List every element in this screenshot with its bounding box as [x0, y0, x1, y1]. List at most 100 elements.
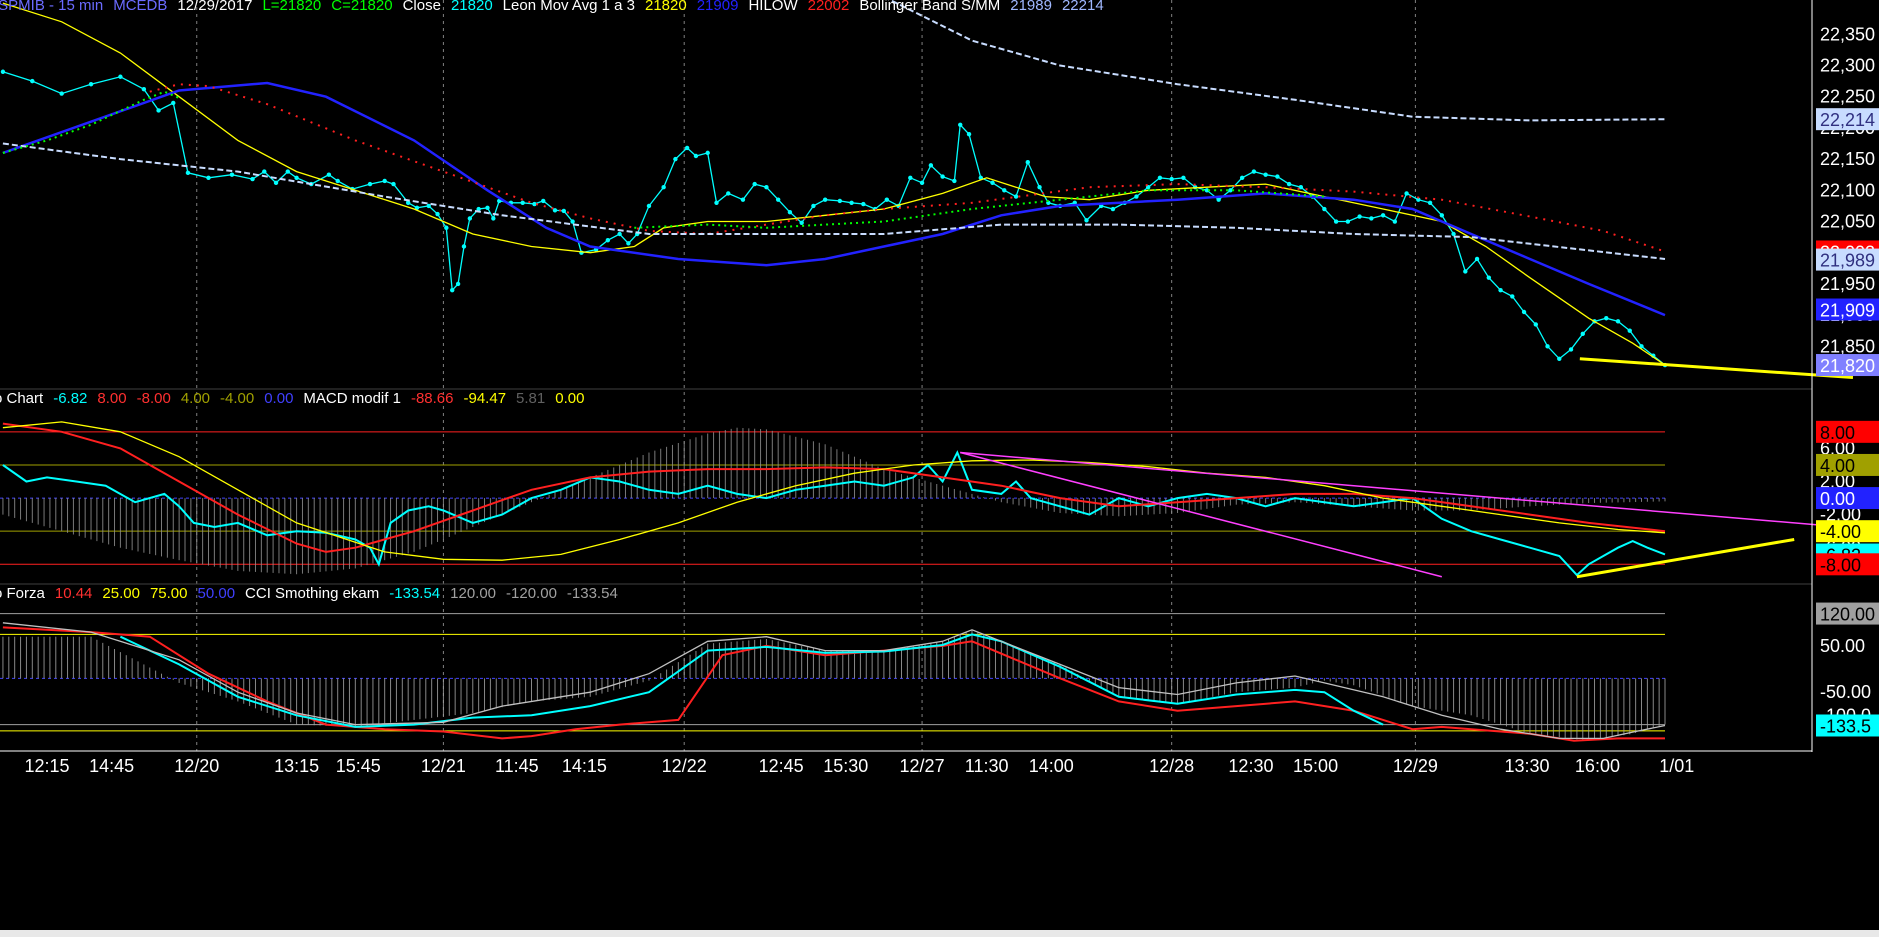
y-tick-label: 22,100: [1820, 180, 1875, 200]
close-point: [206, 175, 211, 181]
close-point: [1013, 194, 1019, 199]
x-tick-label: 12:45: [759, 756, 804, 776]
close-point: [1345, 219, 1351, 224]
close-point: [811, 203, 816, 209]
header-item: 5.81: [516, 390, 545, 407]
close-point: [1263, 172, 1268, 177]
x-tick-label: 13:30: [1504, 756, 1549, 776]
trend-line: [960, 451, 1853, 529]
y-tick-label: -50.00: [1820, 682, 1871, 702]
header-item: Leon Mov Avg 1 a 3: [503, 0, 635, 14]
series-line: [634, 189, 1325, 229]
header-item: -6.82: [53, 390, 87, 407]
close-point: [532, 201, 537, 207]
value-tag: [1816, 602, 1879, 625]
value-tag-label: 21,909: [1820, 301, 1875, 321]
close-point: [444, 225, 449, 230]
close-point: [59, 91, 64, 96]
header-item: MCEDB: [113, 0, 167, 14]
header-item: 8.00: [97, 390, 126, 407]
close-point: [1404, 191, 1409, 196]
close-point: [335, 178, 340, 184]
header-item: 22002: [808, 0, 850, 14]
close-point: [646, 203, 652, 209]
series-line: [2, 622, 1666, 740]
close-point: [1545, 344, 1550, 349]
series-line: [2, 81, 1666, 317]
close-point: [476, 206, 481, 212]
header-item: o Chart: [0, 390, 44, 407]
header-item: -8.00: [137, 390, 171, 407]
close-point: [414, 205, 420, 210]
grid-layer: [0, 0, 1812, 751]
value-tag: [1816, 714, 1879, 737]
close-point: [1486, 275, 1492, 280]
value-tag-label: 21,820: [1820, 356, 1875, 376]
close-point: [1369, 216, 1374, 221]
y-tick-label: 22,350: [1820, 24, 1875, 44]
value-tag-label: 0.00: [1820, 489, 1855, 509]
value-tag: [1816, 487, 1879, 510]
close-point: [775, 197, 781, 202]
x-tick-label: 12:15: [24, 756, 69, 776]
value-tag-label: -133.5: [1820, 716, 1871, 736]
value-tag-label: 21,989: [1820, 251, 1875, 271]
close-point: [1251, 169, 1257, 174]
x-tick-label: 12:30: [1228, 756, 1273, 776]
x-tick-label: 12/29: [1393, 756, 1438, 776]
header-item: CCI Smothing ekam: [245, 585, 379, 602]
x-tick-label: 13:15: [274, 756, 319, 776]
header-item: -88.66: [411, 390, 454, 407]
close-point: [740, 197, 746, 202]
close-point: [1037, 185, 1042, 190]
close-point: [605, 238, 611, 243]
value-tag: [1816, 420, 1879, 443]
close-point: [1521, 309, 1527, 315]
series-line: [2, 142, 1666, 260]
close-point: [1298, 185, 1304, 190]
header-item: 22214: [1062, 0, 1104, 14]
close-point: [1427, 200, 1433, 205]
close-point: [1439, 213, 1445, 218]
close-point: [714, 200, 719, 205]
header-item: MACD modif 1: [303, 390, 401, 407]
close-point: [1568, 347, 1574, 352]
close-point: [1639, 344, 1644, 349]
close-point: [837, 198, 843, 204]
header-item: o Forza: [0, 585, 46, 602]
series-line: [2, 421, 1666, 561]
x-tick-label: 11:30: [965, 756, 1009, 776]
x-tick-label: 12/27: [900, 756, 945, 776]
y-tick-label: 21,850: [1820, 336, 1875, 356]
close-point: [1380, 213, 1386, 218]
y-tick-label: 21,950: [1820, 274, 1875, 294]
close-point: [1322, 206, 1327, 212]
value-tag: [1816, 354, 1879, 377]
x-axis-band: [0, 752, 1879, 937]
close-point: [156, 108, 161, 113]
value-tag-label: 4.00: [1820, 456, 1855, 476]
trend-line: [960, 451, 1443, 578]
close-point: [1498, 287, 1503, 293]
header-item: C=21820: [331, 0, 392, 14]
close-point: [884, 197, 890, 202]
header-layer: :SPMIB - 15 min MCEDB 12/29/2017 L=21820 C=2…: [0, 0, 1104, 602]
close-point: [799, 220, 804, 225]
header-item: 21820: [645, 0, 687, 14]
x-tick-label: 15:30: [823, 756, 868, 776]
y-tick-label: 6.00: [1820, 438, 1855, 458]
y-tick-label: 22,150: [1820, 149, 1875, 169]
close-point: [705, 150, 710, 156]
header-item: -133.54: [389, 585, 440, 602]
close-point: [990, 180, 995, 186]
close-point: [435, 211, 440, 217]
close-point: [752, 181, 757, 187]
close-point: [250, 176, 255, 182]
header-item: 21909: [697, 0, 739, 14]
close-point: [273, 180, 279, 186]
series-line: [119, 633, 1384, 728]
header-item: 120.00: [450, 585, 496, 602]
close-point: [561, 208, 567, 214]
close-point: [1286, 181, 1292, 187]
